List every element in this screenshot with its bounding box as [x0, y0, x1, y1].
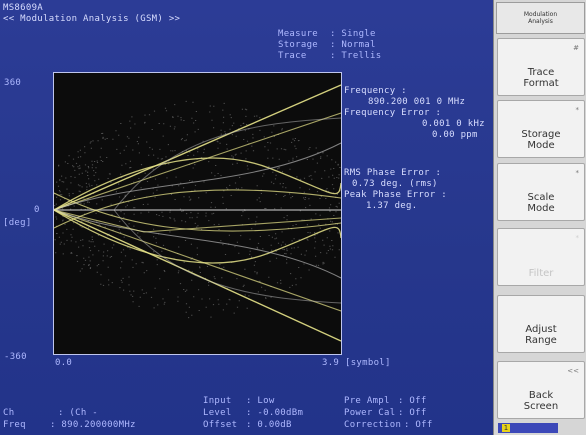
- correction-label: Correction: [344, 420, 402, 430]
- storage-mode-line1: Storage: [521, 129, 561, 140]
- pre-ampl-value: : Off: [398, 396, 427, 406]
- y-axis-top-label: 360: [4, 78, 22, 88]
- screen-title: << Modulation Analysis (GSM) >>: [3, 14, 181, 24]
- filter-button[interactable]: * Filter: [497, 228, 585, 286]
- back-screen-mark: <<: [567, 367, 579, 375]
- storage-mode-button[interactable]: * Storage Mode: [497, 100, 585, 158]
- trace-format-button[interactable]: # Trace Format: [497, 38, 585, 96]
- analyzer-screen: MS8609A << Modulation Analysis (GSM) >> …: [0, 0, 493, 435]
- offset-value: : 0.00dB: [246, 420, 292, 430]
- back-screen-line1: Back: [528, 390, 554, 401]
- y-axis-unit: [deg]: [3, 218, 32, 228]
- ch-value: : (Ch -: [58, 408, 99, 418]
- adjust-range-line1: Adjust: [525, 324, 557, 335]
- freq-label: Freq: [3, 420, 26, 430]
- softkey-menu-title-line2: Analysis: [528, 18, 553, 25]
- setting-storage-value: : Normal: [330, 40, 376, 50]
- setting-trace-value: : Trellis: [330, 51, 382, 61]
- trace-format-mark: #: [573, 44, 579, 52]
- setting-measure-label: Measure: [278, 29, 319, 39]
- softkey-menu-title: Modulation Analysis: [496, 2, 585, 34]
- offset-label: Offset: [203, 420, 238, 430]
- scale-mode-line1: Scale: [527, 192, 555, 203]
- status-indicator: 1: [498, 423, 558, 433]
- pre-ampl-label: Pre Ampl: [344, 396, 390, 406]
- trellis-trace: [54, 84, 341, 342]
- input-value: : Low: [246, 396, 275, 406]
- peak-phase-error-value: 1.37 deg.: [366, 201, 418, 211]
- rms-phase-error-label: RMS Phase Error :: [344, 168, 442, 178]
- setting-storage-label: Storage: [278, 40, 319, 50]
- peak-phase-error-label: Peak Phase Error :: [344, 190, 447, 200]
- power-cal-label: Power Cal: [344, 408, 396, 418]
- frequency-error-ppm: 0.00 ppm: [432, 130, 478, 140]
- setting-trace-label: Trace: [278, 51, 307, 61]
- x-axis-start-label: 0.0: [55, 358, 73, 368]
- softkey-menu-title-line1: Modulation: [523, 11, 558, 18]
- model-label: MS8609A: [3, 3, 44, 13]
- back-screen-button[interactable]: << Back Screen: [497, 361, 585, 419]
- frequency-value: 890.200 001 0 MHz: [368, 97, 466, 107]
- trace-format-line2: Format: [523, 78, 559, 89]
- trellis-plot: [53, 72, 342, 355]
- rms-phase-error-value: 0.73 deg. (rms): [352, 179, 438, 189]
- trace-format-line1: Trace: [527, 67, 555, 78]
- y-axis-mid-label: 0: [34, 205, 40, 215]
- x-axis-unit: [symbol]: [345, 358, 391, 368]
- softkey-panel: Modulation Analysis # Trace Format * Sto…: [493, 0, 586, 435]
- setting-measure-value: : Single: [330, 29, 376, 39]
- back-screen-line2: Screen: [523, 401, 559, 412]
- storage-mode-mark: *: [575, 106, 580, 114]
- level-label: Level: [203, 408, 232, 418]
- filter-mark: *: [575, 234, 580, 242]
- level-value: : -0.00dBm: [246, 408, 304, 418]
- filter-line1: Filter: [528, 268, 554, 279]
- adjust-range-button[interactable]: Adjust Range: [497, 295, 585, 353]
- frequency-error-khz: 0.001 0 kHz: [422, 119, 485, 129]
- power-cal-value: : Off: [398, 408, 427, 418]
- storage-mode-line2: Mode: [527, 140, 555, 151]
- status-indicator-number: 1: [502, 424, 510, 432]
- frequency-label: Frequency :: [344, 86, 407, 96]
- adjust-range-line2: Range: [525, 335, 557, 346]
- frequency-error-label: Frequency Error :: [344, 108, 442, 118]
- scale-mode-button[interactable]: * Scale Mode: [497, 163, 585, 221]
- freq-value: : 890.200000MHz: [50, 420, 136, 430]
- scale-mode-mark: *: [575, 169, 580, 177]
- x-axis-end-label: 3.9: [322, 358, 340, 368]
- correction-value: : Off: [404, 420, 433, 430]
- scale-mode-line2: Mode: [527, 203, 555, 214]
- ch-label: Ch: [3, 408, 15, 418]
- y-axis-bottom-label: -360: [4, 352, 27, 362]
- input-label: Input: [203, 396, 232, 406]
